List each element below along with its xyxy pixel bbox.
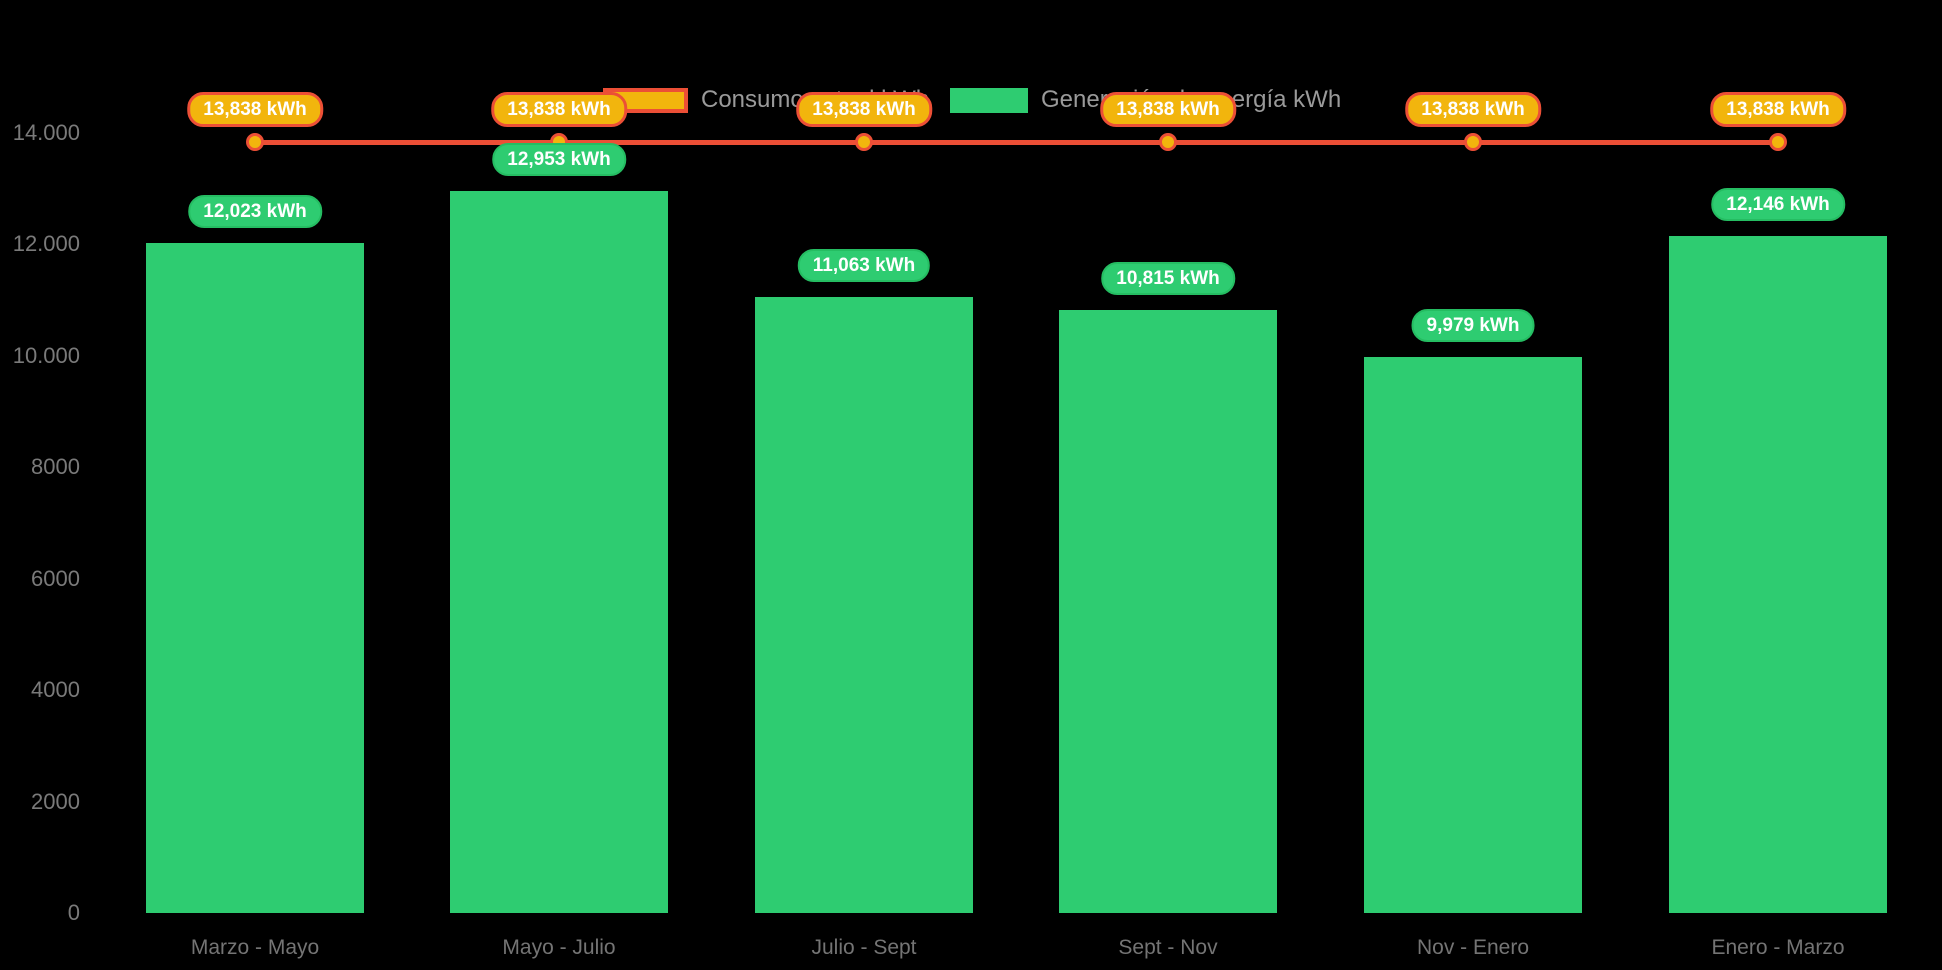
- x-label-mayo-julio: Mayo - Julio: [502, 936, 616, 959]
- bar-value-label: 11,063 kWh: [797, 249, 931, 282]
- y-tick-12000: 12.000: [12, 231, 80, 256]
- consumo-value-label: 13,838 kWh: [491, 92, 627, 127]
- x-label-sept-nov: Sept - Nov: [1118, 936, 1218, 959]
- x-label-julio-sept: Julio - Sept: [811, 936, 917, 959]
- bar-generacion-sept-nov[interactable]: [1059, 310, 1277, 913]
- y-tick-8000: 8000: [31, 454, 80, 479]
- bar-generacion-nov-enero[interactable]: [1364, 357, 1582, 913]
- y-tick-4000: 4000: [31, 677, 80, 702]
- x-label-marzo-mayo: Marzo - Mayo: [190, 936, 320, 959]
- consumo-value-label: 13,838 kWh: [1100, 92, 1236, 127]
- generacion-swatch-icon: [950, 87, 1028, 113]
- consumo-line[interactable]: [255, 140, 1778, 145]
- bar-generacion-julio-sept[interactable]: [755, 297, 973, 913]
- bar-value-label: 9,979 kWh: [1411, 309, 1535, 342]
- y-tick-10000: 10.000: [12, 343, 80, 368]
- bar-generacion-enero-marzo[interactable]: [1669, 236, 1887, 913]
- bar-value-label: 10,815 kWh: [1101, 262, 1235, 295]
- x-label-enero-marzo: Enero - Marzo: [1711, 936, 1845, 959]
- bar-generacion-mayo-julio[interactable]: [450, 191, 668, 913]
- consumo-value-label: 13,838 kWh: [1405, 92, 1541, 127]
- y-tick-14000: 14.000: [12, 120, 80, 145]
- consumo-point-nov-enero[interactable]: [1464, 133, 1482, 151]
- y-tick-6000: 6000: [31, 566, 80, 591]
- consumo-value-label: 13,838 kWh: [796, 92, 932, 127]
- bar-value-label: 12,146 kWh: [1711, 188, 1845, 221]
- consumo-point-marzo-mayo[interactable]: [246, 133, 264, 151]
- y-tick-2000: 2000: [31, 789, 80, 814]
- consumo-value-label: 13,838 kWh: [1710, 92, 1846, 127]
- bar-value-label: 12,023 kWh: [188, 195, 322, 228]
- bar-value-label: 12,953 kWh: [492, 143, 626, 176]
- consumo-point-julio-sept[interactable]: [855, 133, 873, 151]
- consumo-point-sept-nov[interactable]: [1159, 133, 1177, 151]
- bar-generacion-marzo-mayo[interactable]: [146, 243, 364, 913]
- consumo-value-label: 13,838 kWh: [187, 92, 323, 127]
- y-tick-0: 0: [67, 900, 80, 925]
- x-label-nov-enero: Nov - Enero: [1416, 936, 1530, 959]
- consumo-point-enero-marzo[interactable]: [1769, 133, 1787, 151]
